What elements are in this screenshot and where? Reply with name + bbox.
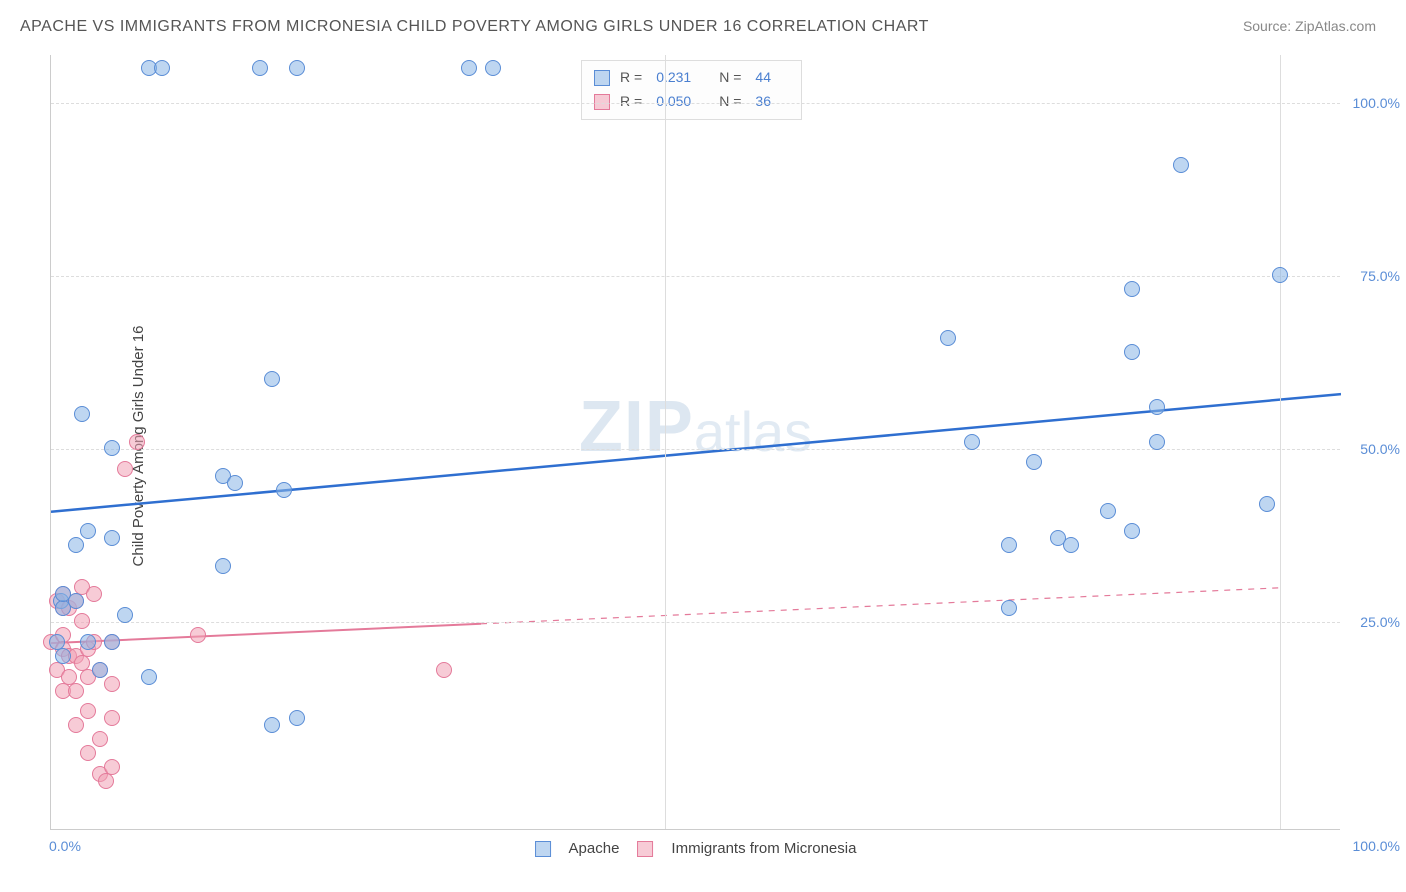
- data-point-apache: [104, 440, 120, 456]
- source-label: Source: ZipAtlas.com: [1243, 18, 1376, 34]
- data-point-apache: [289, 710, 305, 726]
- data-point-apache: [1124, 523, 1140, 539]
- gridline-horizontal: [51, 622, 1340, 623]
- y-tick-label: 100.0%: [1353, 95, 1400, 111]
- data-point-micronesia: [68, 683, 84, 699]
- data-point-apache: [1100, 503, 1116, 519]
- chart-title: APACHE VS IMMIGRANTS FROM MICRONESIA CHI…: [20, 18, 929, 36]
- data-point-apache: [1173, 157, 1189, 173]
- data-point-apache: [117, 607, 133, 623]
- gridline-vertical: [1280, 55, 1281, 829]
- data-point-apache: [964, 434, 980, 450]
- data-point-apache: [461, 60, 477, 76]
- data-point-apache: [92, 662, 108, 678]
- data-point-apache: [1063, 537, 1079, 553]
- data-point-apache: [227, 475, 243, 491]
- data-point-apache: [264, 717, 280, 733]
- data-point-apache: [1149, 434, 1165, 450]
- y-tick-label: 50.0%: [1360, 441, 1400, 457]
- series-label-micronesia: Immigrants from Micronesia: [671, 840, 856, 857]
- data-point-micronesia: [190, 627, 206, 643]
- data-point-apache: [1001, 537, 1017, 553]
- data-point-micronesia: [86, 586, 102, 602]
- data-point-apache: [80, 523, 96, 539]
- data-point-apache: [1001, 600, 1017, 616]
- y-tick-label: 25.0%: [1360, 614, 1400, 630]
- y-tick-label: 75.0%: [1360, 268, 1400, 284]
- data-point-micronesia: [74, 613, 90, 629]
- data-point-micronesia: [92, 731, 108, 747]
- data-point-micronesia: [104, 676, 120, 692]
- data-point-apache: [485, 60, 501, 76]
- data-point-micronesia: [68, 717, 84, 733]
- gridline-horizontal: [51, 276, 1340, 277]
- data-point-apache: [141, 669, 157, 685]
- data-point-apache: [74, 406, 90, 422]
- trend-lines: [51, 55, 1341, 830]
- data-point-micronesia: [117, 461, 133, 477]
- data-point-apache: [252, 60, 268, 76]
- data-point-apache: [276, 482, 292, 498]
- chart-area: ZIPatlas R = 0.231 N = 44 R = 0.050 N = …: [50, 55, 1340, 830]
- data-point-apache: [55, 648, 71, 664]
- data-point-micronesia: [80, 745, 96, 761]
- data-point-apache: [1124, 281, 1140, 297]
- data-point-apache: [215, 558, 231, 574]
- data-point-apache: [1026, 454, 1042, 470]
- data-point-apache: [68, 593, 84, 609]
- series-legend: Apache Immigrants from Micronesia: [535, 840, 857, 857]
- data-point-micronesia: [104, 710, 120, 726]
- data-point-micronesia: [436, 662, 452, 678]
- data-point-apache: [80, 634, 96, 650]
- data-point-apache: [264, 371, 280, 387]
- gridline-horizontal: [51, 449, 1340, 450]
- data-point-apache: [154, 60, 170, 76]
- swatch-apache: [535, 841, 551, 857]
- data-point-micronesia: [129, 434, 145, 450]
- data-point-apache: [104, 634, 120, 650]
- data-point-micronesia: [80, 703, 96, 719]
- series-label-apache: Apache: [569, 840, 620, 857]
- data-point-apache: [104, 530, 120, 546]
- data-point-apache: [68, 537, 84, 553]
- data-point-apache: [1259, 496, 1275, 512]
- data-point-micronesia: [98, 773, 114, 789]
- data-point-apache: [289, 60, 305, 76]
- x-tick-label: 0.0%: [49, 838, 81, 854]
- gridline-horizontal: [51, 103, 1340, 104]
- data-point-apache: [1149, 399, 1165, 415]
- data-point-apache: [1272, 267, 1288, 283]
- swatch-micronesia: [637, 841, 653, 857]
- data-point-apache: [1124, 344, 1140, 360]
- data-point-micronesia: [104, 759, 120, 775]
- x-tick-label: 100.0%: [1353, 838, 1400, 854]
- gridline-vertical: [665, 55, 666, 829]
- data-point-apache: [940, 330, 956, 346]
